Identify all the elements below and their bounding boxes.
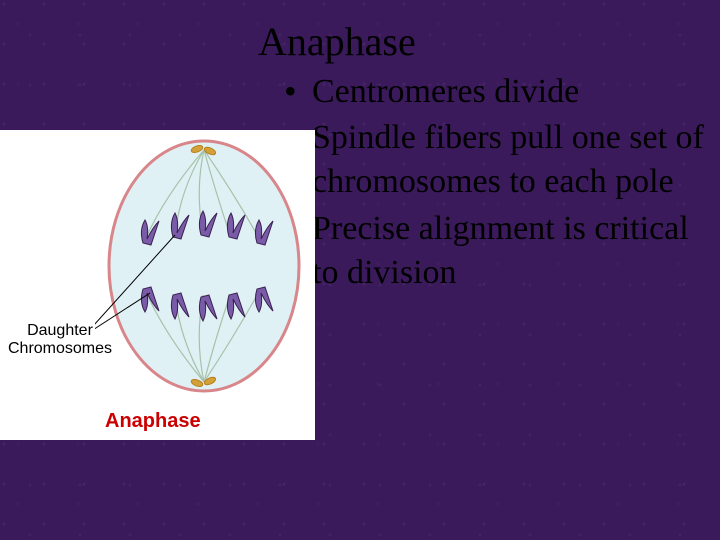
label-line: Daughter xyxy=(27,322,93,339)
bullet-item: Spindle fibers pull one set of chromosom… xyxy=(280,116,710,204)
anaphase-diagram: Daughter Chromosomes Anaphase xyxy=(0,130,315,440)
slide-title: Anaphase xyxy=(258,18,416,65)
cell-illustration xyxy=(95,135,313,397)
label-line: Chromosomes xyxy=(8,340,112,357)
bullet-item: Centromeres divide xyxy=(280,70,710,114)
bullet-list: Centromeres divide Spindle fibers pull o… xyxy=(280,70,710,297)
diagram-caption: Anaphase xyxy=(105,410,201,433)
diagram-label: Daughter Chromosomes xyxy=(6,322,114,359)
bullet-item: Precise alignment is critical to divisio… xyxy=(280,207,710,295)
